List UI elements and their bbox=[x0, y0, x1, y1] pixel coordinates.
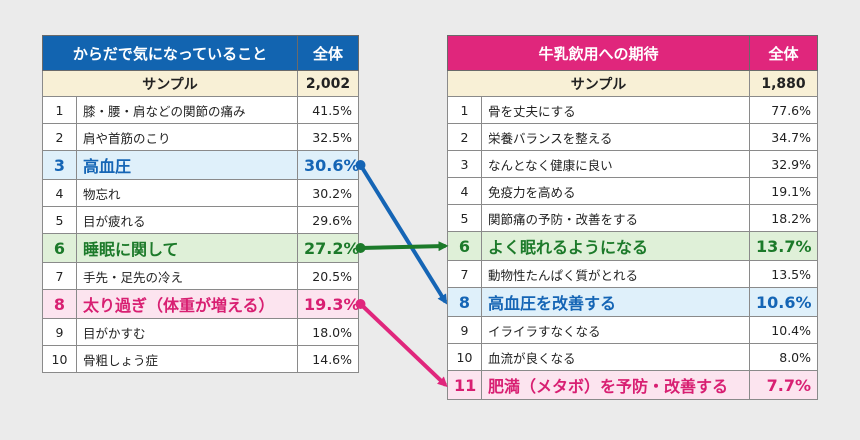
item-label: 肥満（メタボ）を予防・改善する bbox=[480, 370, 751, 400]
table-row: 10 血流が良くなる 8.0% bbox=[447, 343, 819, 371]
item-label: よく眠れるようになる bbox=[480, 231, 751, 261]
item-label: 太り過ぎ（体重が増える） bbox=[75, 289, 299, 319]
item-value: 29.6% bbox=[297, 206, 360, 234]
item-label: 物忘れ bbox=[75, 179, 299, 207]
sample-row: サンプル 2,002 bbox=[41, 70, 360, 97]
table-row: 2 栄養バランスを整える 34.7% bbox=[447, 123, 819, 151]
item-label: なんとなく健康に良い bbox=[480, 150, 751, 178]
item-value: 34.7% bbox=[749, 123, 819, 151]
item-value: 10.6% bbox=[749, 287, 819, 317]
item-label: 高血圧 bbox=[75, 150, 299, 180]
header-row: からだで気になっていること 全体 bbox=[41, 35, 360, 71]
item-value: 27.2% bbox=[297, 233, 360, 263]
table-row-highlight-obesity: 11 肥満（メタボ）を予防・改善する 7.7% bbox=[447, 370, 819, 400]
table-row-highlight-blood-pressure: 3 高血圧 30.6% bbox=[42, 150, 360, 180]
table-row: 5 目が疲れる 29.6% bbox=[42, 206, 360, 234]
item-value: 7.7% bbox=[749, 370, 819, 400]
item-label: 免疫力を高める bbox=[480, 177, 751, 205]
table-row-highlight-weight: 8 太り過ぎ（体重が増える） 19.3% bbox=[42, 289, 360, 319]
table-row: 1 骨を丈夫にする 77.6% bbox=[447, 96, 819, 124]
item-value: 10.4% bbox=[749, 316, 819, 344]
table-row: 5 関節痛の予防・改善をする 18.2% bbox=[447, 204, 819, 232]
table-row: 4 免疫力を高める 19.1% bbox=[447, 177, 819, 205]
item-label: 膝・腰・肩などの関節の痛み bbox=[75, 96, 299, 124]
table-row: 7 手先・足先の冷え 20.5% bbox=[42, 262, 360, 290]
table-row: 7 動物性たんぱく質がとれる 13.5% bbox=[447, 260, 819, 288]
table-row: 4 物忘れ 30.2% bbox=[42, 179, 360, 207]
table-row-highlight-sleep: 6 よく眠れるようになる 13.7% bbox=[447, 231, 819, 261]
sample-value: 2,002 bbox=[297, 70, 360, 97]
rank: 6 bbox=[42, 233, 77, 263]
rank: 9 bbox=[42, 318, 77, 346]
table-row-highlight-sleep: 6 睡眠に関して 27.2% bbox=[42, 233, 360, 263]
total-header: 全体 bbox=[297, 35, 360, 71]
item-value: 77.6% bbox=[749, 96, 819, 124]
sample-row: サンプル 1,880 bbox=[446, 70, 819, 97]
body-concerns-table: からだで気になっていること 全体 サンプル 2,002 1 膝・腰・肩などの関節の… bbox=[41, 35, 360, 373]
arrow-sleep bbox=[355, 241, 449, 253]
table-row: 10 骨粗しょう症 14.6% bbox=[42, 345, 360, 373]
rank: 8 bbox=[447, 287, 482, 317]
item-value: 32.5% bbox=[297, 123, 360, 151]
rank: 5 bbox=[447, 204, 482, 232]
rank: 11 bbox=[447, 370, 482, 400]
rank: 10 bbox=[447, 343, 482, 371]
item-value: 18.0% bbox=[297, 318, 360, 346]
item-value: 30.6% bbox=[297, 150, 360, 180]
milk-expectations-table: 牛乳飲用への期待 全体 サンプル 1,880 1 骨を丈夫にする 77.6% 2 栄養… bbox=[446, 35, 819, 400]
item-label: 動物性たんぱく質がとれる bbox=[480, 260, 751, 288]
rank: 3 bbox=[42, 150, 77, 180]
table-row: 9 イライラすなくなる 10.4% bbox=[447, 316, 819, 344]
header-row: 牛乳飲用への期待 全体 bbox=[446, 35, 819, 71]
rank: 7 bbox=[447, 260, 482, 288]
sample-label: サンプル bbox=[41, 70, 299, 97]
table-row: 3 なんとなく健康に良い 32.9% bbox=[447, 150, 819, 178]
item-value: 13.5% bbox=[749, 260, 819, 288]
table-row-highlight-blood-pressure: 8 高血圧を改善する 10.6% bbox=[447, 287, 819, 317]
item-label: イライラすなくなる bbox=[480, 316, 751, 344]
item-value: 19.1% bbox=[749, 177, 819, 205]
rank: 4 bbox=[42, 179, 77, 207]
item-value: 19.3% bbox=[297, 289, 360, 319]
rank: 3 bbox=[447, 150, 482, 178]
item-label: 睡眠に関して bbox=[75, 233, 299, 263]
rank: 5 bbox=[42, 206, 77, 234]
item-label: 高血圧を改善する bbox=[480, 287, 751, 317]
arrow-blood-pressure bbox=[355, 160, 448, 305]
rank: 7 bbox=[42, 262, 77, 290]
item-label: 骨を丈夫にする bbox=[480, 96, 751, 124]
item-value: 32.9% bbox=[749, 150, 819, 178]
rank: 10 bbox=[42, 345, 77, 373]
item-label: 関節痛の予防・改善をする bbox=[480, 204, 751, 232]
rank: 6 bbox=[447, 231, 482, 261]
item-label: 栄養バランスを整える bbox=[480, 123, 751, 151]
item-label: 骨粗しょう症 bbox=[75, 345, 299, 373]
sample-label: サンプル bbox=[446, 70, 751, 97]
item-value: 14.6% bbox=[297, 345, 360, 373]
item-value: 13.7% bbox=[749, 231, 819, 261]
arrow-obesity bbox=[355, 299, 448, 388]
sample-value: 1,880 bbox=[749, 70, 819, 97]
table-title: からだで気になっていること bbox=[41, 35, 299, 71]
